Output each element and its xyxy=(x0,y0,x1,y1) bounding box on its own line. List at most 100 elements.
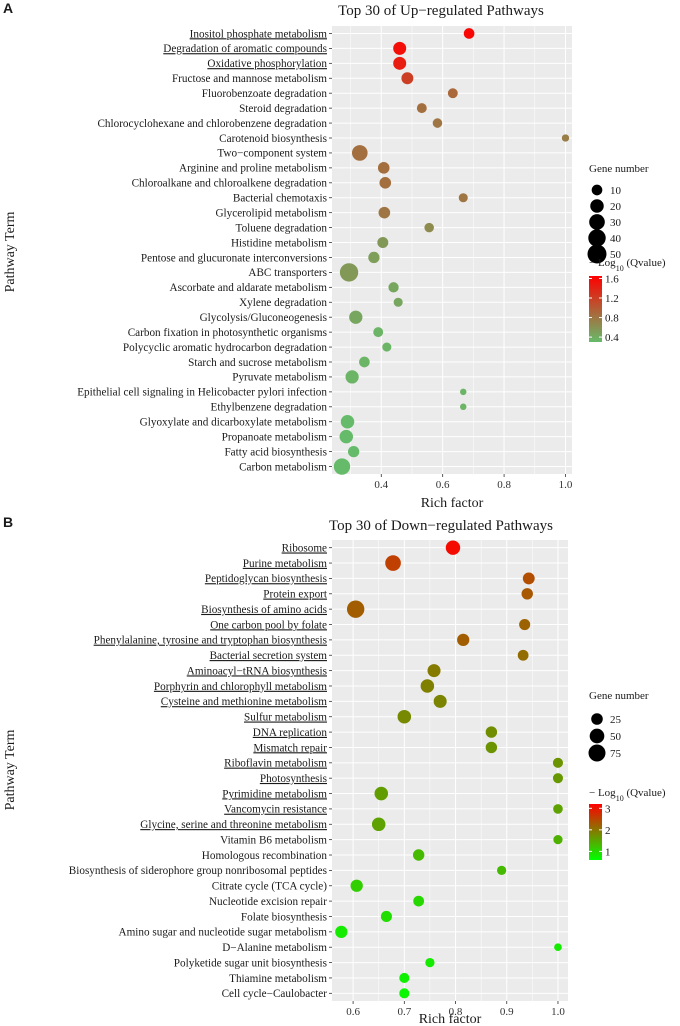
data-point xyxy=(401,72,414,85)
pathway-label: Fatty acid biosynthesis xyxy=(224,446,327,458)
color-legend: − Log10 (Qvalue) 1 2 3 xyxy=(589,787,666,860)
data-point xyxy=(427,664,441,678)
data-point xyxy=(346,600,365,618)
pathway-label: Inositol phosphate metabolism xyxy=(190,28,328,40)
data-point xyxy=(460,388,467,396)
x-tick-label: 0.6 xyxy=(436,479,450,491)
x-tick-label: 0.7 xyxy=(397,1006,411,1018)
data-point xyxy=(420,679,435,693)
pathway-label: Carotenoid biosynthesis xyxy=(219,133,327,145)
x-tick-label: 0.6 xyxy=(346,1006,360,1018)
x-tick-label: 0.4 xyxy=(374,479,388,491)
data-point xyxy=(554,943,562,952)
pathway-label: Riboflavin metabolism xyxy=(224,758,327,770)
x-tick-label: 0.9 xyxy=(500,1006,514,1018)
pathway-label: Photosynthesis xyxy=(260,773,327,785)
data-point xyxy=(458,193,468,203)
pathway-label: Starch and sucrose metabolism xyxy=(188,357,327,369)
panel-label: A xyxy=(3,0,13,16)
color-legend-title-suffix: (Qvalue) xyxy=(624,787,666,799)
pathway-label: Citrate cycle (TCA cycle) xyxy=(212,881,328,893)
pathway-label: Cell cycle−Caulobacter xyxy=(222,988,328,1000)
data-point xyxy=(433,694,447,708)
data-point xyxy=(485,726,498,738)
pathway-label: Glyoxylate and dicarboxylate metabolism xyxy=(140,417,328,429)
data-point xyxy=(553,835,563,845)
x-tick-label: 1.0 xyxy=(559,479,573,491)
pathway-label: Steroid degradation xyxy=(239,103,327,115)
y-axis-title: Pathway Term xyxy=(3,729,18,810)
pathway-label: Two−component system xyxy=(217,148,327,160)
data-point xyxy=(424,222,434,233)
pathway-label: Ribosome xyxy=(282,542,327,554)
y-axis-title: Pathway Term xyxy=(3,211,18,292)
data-point xyxy=(377,162,390,174)
pathway-label: Pentose and glucuronate interconversions xyxy=(141,252,327,264)
panel-b: B Top 30 of Down−regulated PathwaysRiboso… xyxy=(3,514,666,1026)
pathway-label: Peptidoglycan biosynthesis xyxy=(205,573,327,585)
data-point xyxy=(496,865,507,876)
pathway-label: Porphyrin and chlorophyll metabolism xyxy=(154,681,327,693)
plot-background xyxy=(332,540,568,1001)
color-legend-label: 1.6 xyxy=(605,273,619,285)
data-point xyxy=(379,176,392,189)
size-legend-label: 50 xyxy=(610,731,622,743)
size-legend-title: Gene number xyxy=(589,690,649,702)
data-point xyxy=(351,145,368,161)
color-legend-label: 2 xyxy=(605,825,611,837)
pathway-label: Biosynthesis of amino acids xyxy=(201,604,327,616)
color-legend-label: 1 xyxy=(605,846,611,858)
x-axis-title: Rich factor xyxy=(419,1012,482,1026)
pathway-label: Thiamine metabolism xyxy=(229,973,327,985)
size-legend-label: 30 xyxy=(610,217,622,229)
size-legend-label: 10 xyxy=(610,185,622,197)
pathway-label: Degradation of aromatic compounds xyxy=(163,43,327,55)
pathway-label: Bacterial secretion system xyxy=(210,650,328,662)
pathway-label: D−Alanine metabolism xyxy=(222,942,327,954)
pathway-label: Arginine and proline metabolism xyxy=(179,163,327,175)
color-legend-title-sub: 10 xyxy=(616,264,624,273)
color-legend-title-sub: 10 xyxy=(616,794,624,803)
panel-a: A Top 30 of Up−regulated Pathways Inositol… xyxy=(3,0,666,511)
pathway-label: Homologous recombination xyxy=(202,850,328,862)
color-bar xyxy=(589,276,602,342)
data-point xyxy=(378,206,391,219)
color-legend-label: 1.2 xyxy=(605,293,619,305)
size-legend-label: 20 xyxy=(610,201,622,213)
size-legend-key xyxy=(589,728,605,744)
size-legend-title: Gene number xyxy=(589,163,649,175)
chart-title: Top 30 of Up−regulated Pathways xyxy=(338,3,544,19)
pathway-label: Chlorocyclohexane and chlorobenzene degr… xyxy=(97,118,327,130)
data-point xyxy=(521,588,533,600)
x-axis-title: Rich factor xyxy=(421,496,484,511)
data-point xyxy=(413,895,425,907)
size-legend-key xyxy=(590,199,604,213)
data-point xyxy=(393,56,407,70)
size-legend-key xyxy=(588,744,606,762)
data-point xyxy=(457,633,470,647)
size-legend-key xyxy=(591,713,603,725)
pathway-label: Pyruvate metabolism xyxy=(232,372,327,384)
data-point xyxy=(517,649,529,661)
data-point xyxy=(553,804,563,814)
pathway-label: Toluene degradation xyxy=(236,222,328,234)
data-point xyxy=(349,310,363,324)
data-point xyxy=(333,458,351,475)
pathway-label: Cysteine and methionine metabolism xyxy=(161,696,328,708)
data-point xyxy=(371,817,386,832)
size-legend-key xyxy=(589,214,605,230)
pathway-label: One carbon pool by folate xyxy=(210,619,327,631)
color-legend-title-main: − Log xyxy=(589,257,616,269)
panel-label: B xyxy=(3,514,13,530)
data-point xyxy=(447,88,458,99)
data-point xyxy=(445,540,461,555)
size-legend: Gene number 25 50 75 xyxy=(588,690,649,762)
pathway-label: Polyketide sugar unit biosynthesis xyxy=(174,957,327,969)
x-tick-label: 0.8 xyxy=(449,1006,463,1018)
pathway-label: Protein export xyxy=(263,589,328,601)
color-legend-label: 0.8 xyxy=(605,313,619,325)
pathway-label: Carbon metabolism xyxy=(239,461,327,473)
pathway-label: DNA replication xyxy=(253,727,328,739)
data-point xyxy=(335,925,348,938)
